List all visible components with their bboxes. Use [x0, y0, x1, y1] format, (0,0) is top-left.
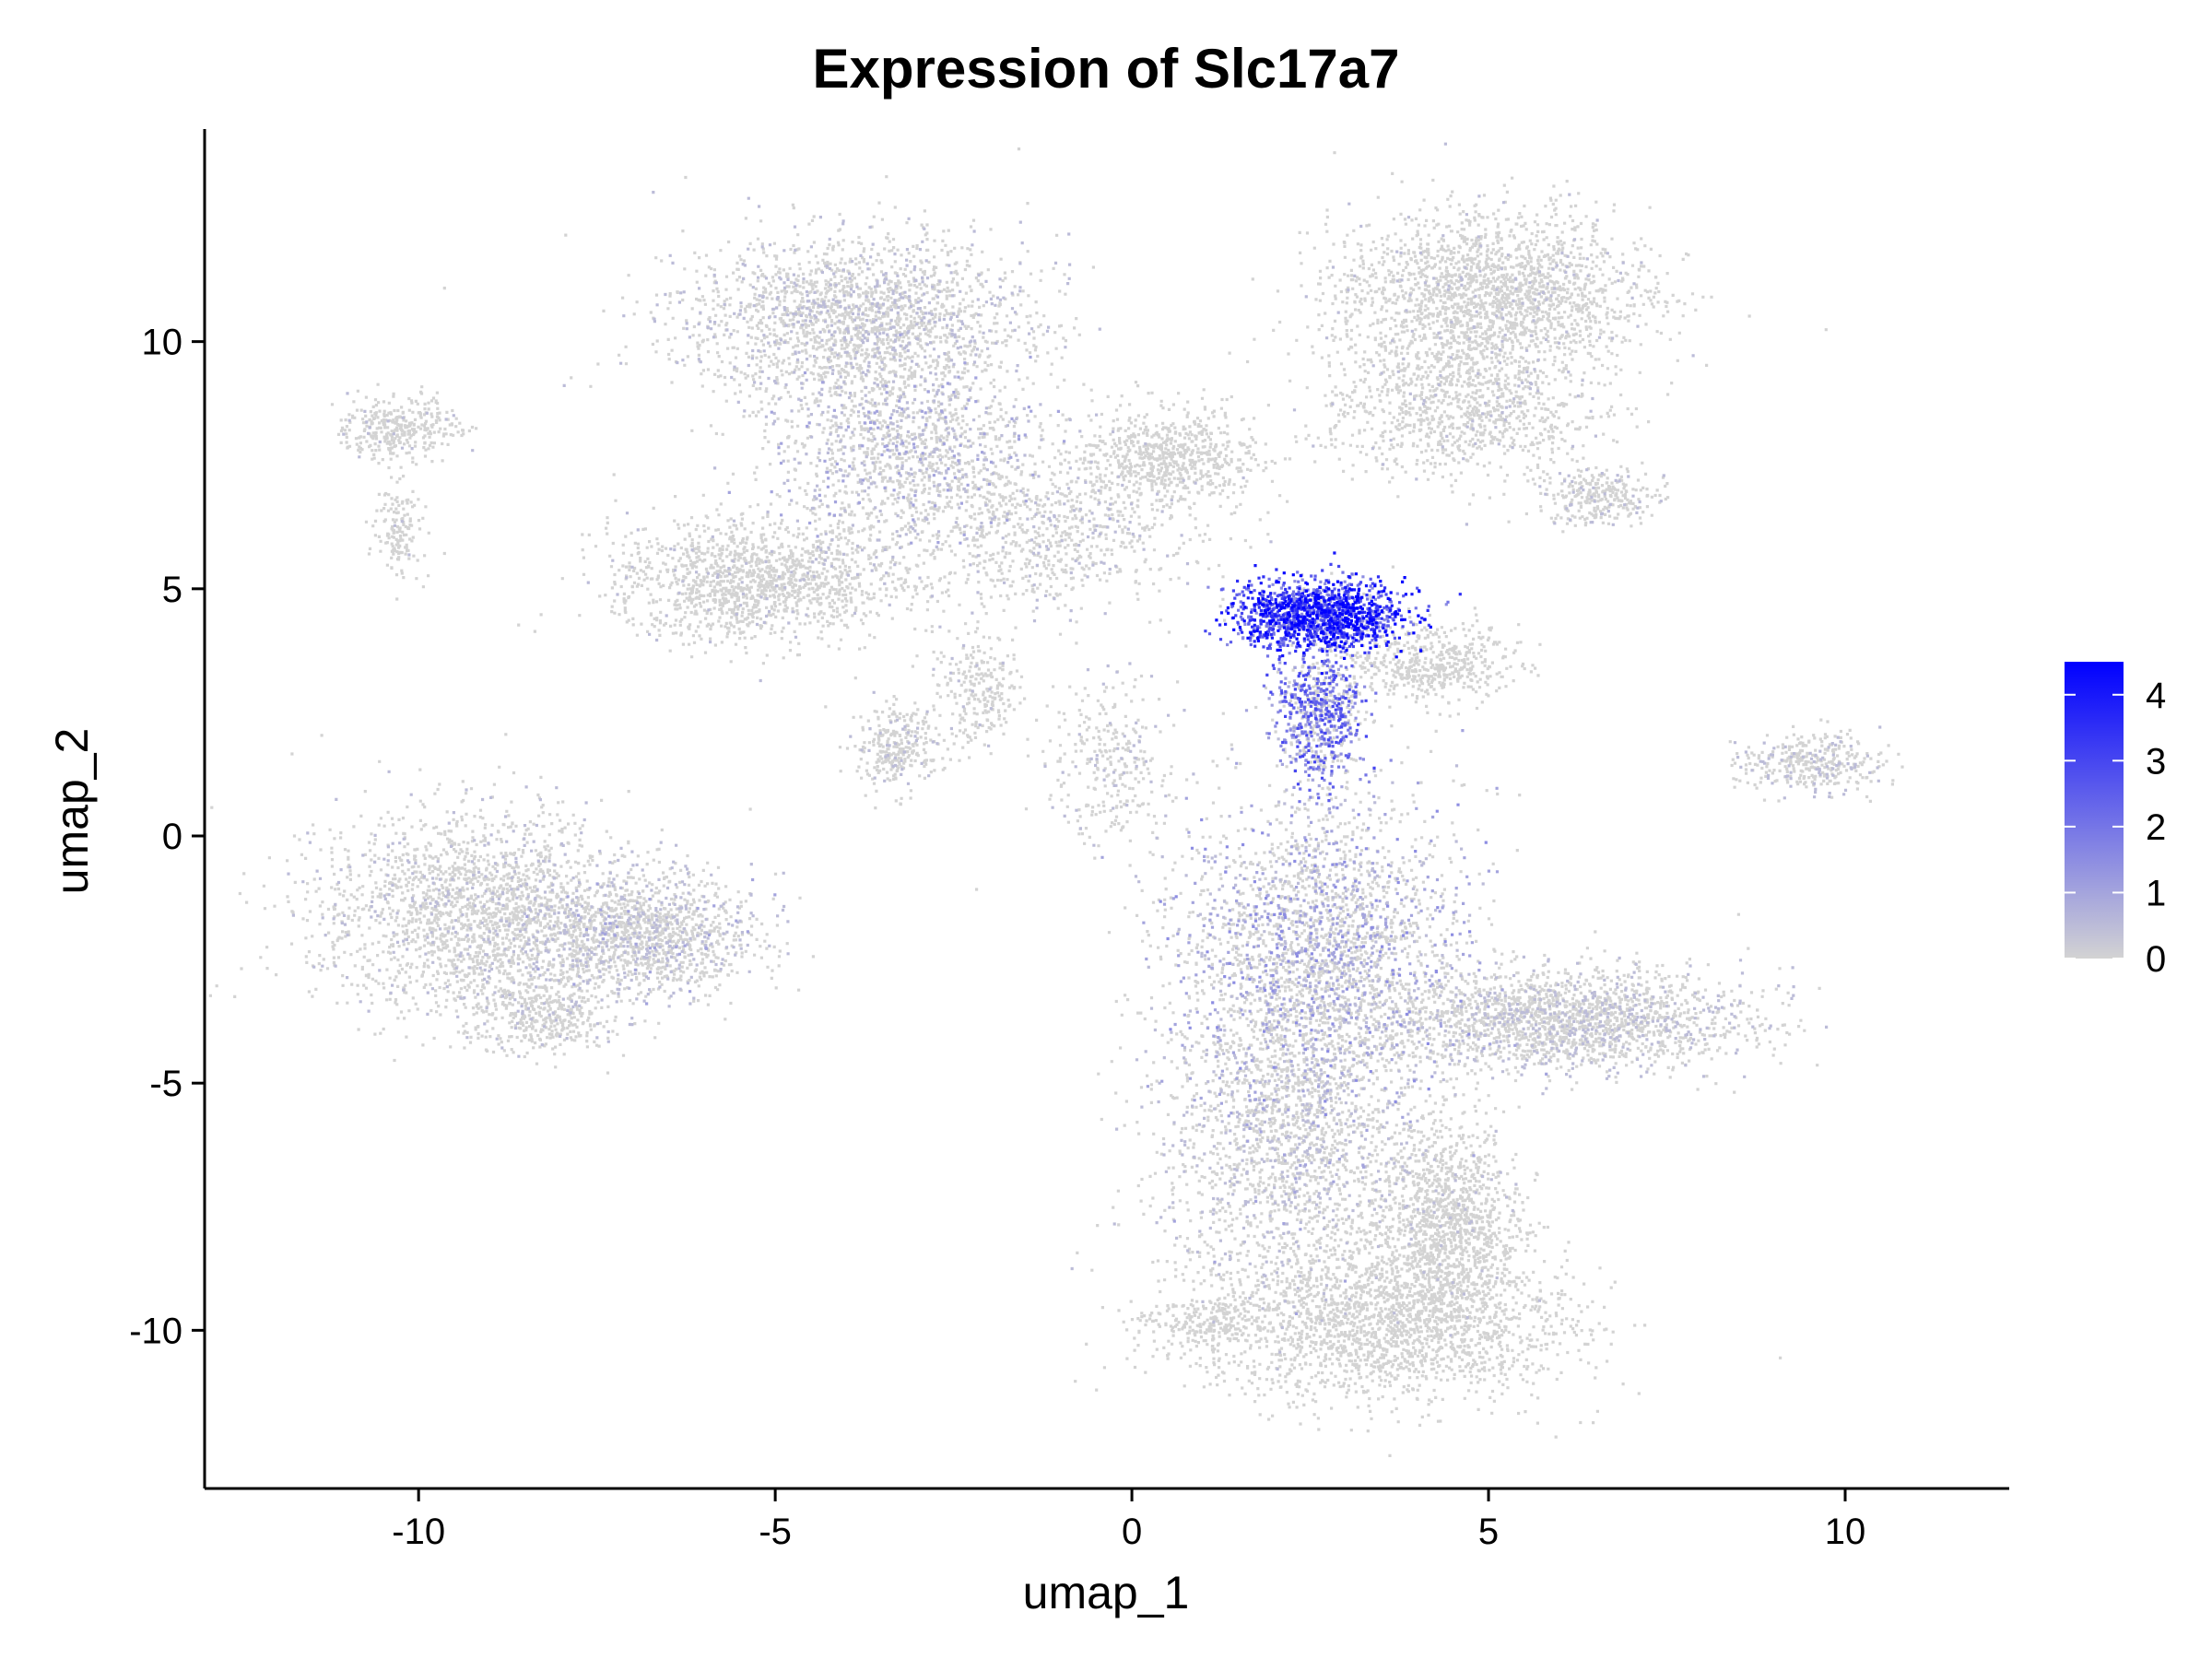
y-tick-label: 10 — [142, 323, 183, 363]
chart-title: Expression of Slc17a7 — [813, 38, 1400, 100]
y-tick-label: 5 — [162, 570, 182, 610]
cell-points-bin-0 — [208, 147, 1904, 1457]
cell-points-bin-8 — [1219, 551, 1414, 658]
scatter-points — [208, 142, 1904, 1457]
y-axis-label: umap_2 — [46, 728, 98, 895]
legend-tick-label: 4 — [2146, 676, 2166, 716]
x-axis-ticks: -10 -5 0 5 10 — [392, 1488, 1865, 1552]
cell-points-bin-1 — [287, 142, 1882, 1371]
cell-points-bin-9 — [1215, 571, 1432, 676]
legend-ticks: 0 1 2 3 4 — [2065, 676, 2166, 980]
x-tick-label: -5 — [759, 1512, 792, 1552]
x-tick-label: 0 — [1122, 1512, 1142, 1552]
legend-colorbar — [2065, 662, 2124, 959]
y-tick-label: 0 — [162, 817, 182, 857]
x-tick-label: 10 — [1825, 1512, 1866, 1552]
x-tick-label: 5 — [1478, 1512, 1499, 1552]
y-tick-label: -10 — [129, 1311, 182, 1351]
y-axis-ticks: -10 -5 0 5 10 — [129, 323, 205, 1351]
color-legend: 0 1 2 3 4 — [2065, 662, 2166, 980]
legend-tick-label: 2 — [2146, 807, 2166, 848]
legend-tick-label: 3 — [2146, 741, 2166, 782]
legend-tick-label: 0 — [2146, 939, 2166, 980]
x-tick-label: -10 — [392, 1512, 445, 1552]
x-axis-label: umap_1 — [1023, 1567, 1190, 1618]
y-tick-label: -5 — [149, 1064, 182, 1104]
legend-tick-label: 1 — [2146, 873, 2166, 913]
